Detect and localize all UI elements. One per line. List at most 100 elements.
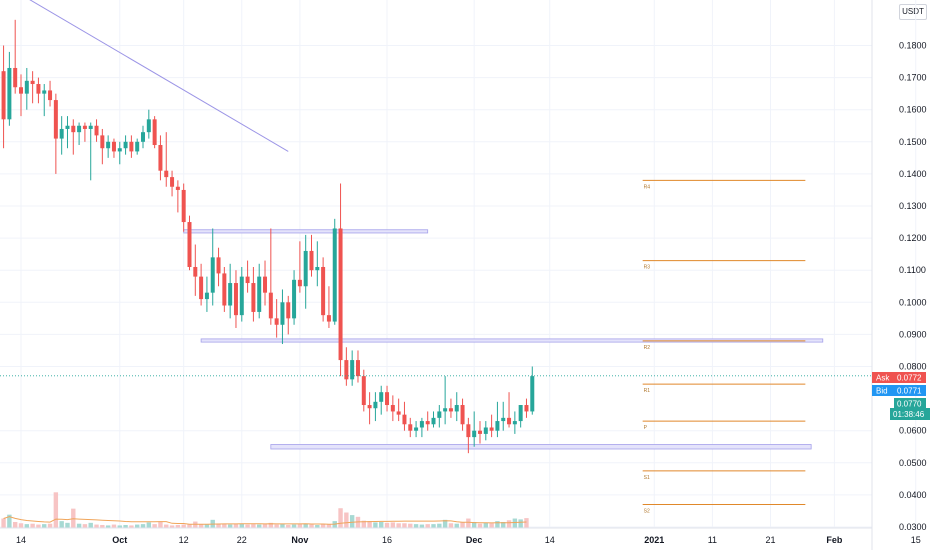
x-tick-label: 16 [382,535,392,545]
volume-bar [501,521,506,528]
volume-bar [216,523,221,528]
candle-body [524,405,529,412]
volume-bar [454,523,459,528]
volume-bar [419,524,425,528]
volume-bar [227,524,233,528]
volume-bar [262,524,268,528]
candle-body [361,376,366,406]
volume-bar [425,524,430,528]
ask-tag-value: 0.0772 [897,374,922,383]
y-tick-label: 0.0900 [899,329,927,339]
volume-bar [30,523,35,528]
candle-body [280,302,285,325]
support-resistance-zone [270,444,812,450]
volume-bar [442,519,448,528]
currency-label[interactable]: USDT [899,4,927,20]
volume-bar [146,522,152,528]
x-tick-label: Feb [826,535,843,545]
candle-body [489,427,494,431]
candle-body [530,376,535,412]
candle-body [263,276,268,293]
volume-bar [198,524,204,528]
candle-body [146,119,151,133]
candle-body [512,421,517,425]
volume-bar [204,524,210,528]
candle-body [193,266,198,277]
candle-body [1,71,6,120]
volume-bar [512,518,518,528]
volume-bar [495,521,500,528]
candle-body [216,257,221,274]
candle-body [257,276,262,312]
candle-body [338,228,343,361]
candle-body [13,67,18,88]
volume-bar [361,520,366,528]
candle-body [65,125,70,129]
volume-bar [24,524,30,528]
candle-body [477,430,482,434]
y-tick-label: 0.1100 [899,265,926,275]
volume-bar [82,524,88,528]
candle-body [42,90,47,94]
volume-bar [291,524,297,528]
x-tick-label: Nov [291,535,308,545]
y-tick-label: 0.1000 [899,297,927,307]
candle-body [466,424,471,438]
bid-tag-bg [894,385,926,396]
volume-bar [297,524,303,528]
volume-bar [390,522,396,528]
volume-bar [76,523,82,528]
candle-body [245,276,250,284]
x-tick-label: Dec [466,535,483,545]
volume-bar [408,523,413,528]
candle-body [454,405,459,412]
candle-body [472,430,477,438]
candle-body [437,411,442,418]
y-tick-label: 0.1500 [899,137,927,147]
pivot-level-label: R2 [644,345,651,351]
bid-tag-value: 0.0771 [897,387,922,396]
candle-body [367,405,372,409]
volume-bar [268,522,274,528]
volume-bar [239,523,244,528]
volume-bar [158,521,163,528]
volume-bar [169,525,175,528]
candles [1,19,535,454]
x-tick-label: 14 [16,535,26,545]
volume-bar [373,522,378,528]
candle-body [106,141,111,149]
volume-bar [315,524,320,528]
volume-bar [152,524,157,528]
candle-body [164,170,169,178]
volume-bar [129,525,134,528]
volume-bar [140,524,146,528]
candle-body [7,67,12,120]
candle-body [414,427,419,431]
candle-body [501,417,506,422]
y-tick-label: 0.1300 [899,201,927,211]
candle-body [53,100,58,139]
volume-bar [222,524,227,528]
x-tick-label: 22 [237,535,247,545]
candle-body [100,135,105,149]
y-tick-label: 0.0600 [899,426,927,436]
bid-tag-label: Bid [876,387,888,396]
x-tick-label: 15 [911,535,921,545]
candle-body [19,87,23,94]
candle-body [495,421,500,431]
volume-bar [251,524,256,528]
x-tick-label: 12 [179,535,189,545]
candle-body [59,128,64,139]
volume-bar [338,508,343,528]
volume-bar [344,512,349,528]
x-tick-label: 2021 [644,535,664,545]
candle-body [170,177,175,187]
candle-body [507,417,512,425]
x-tick-label: 14 [545,535,555,545]
pivot-level-label: S2 [644,509,650,515]
y-tick-label: 0.0500 [899,458,927,468]
trendline [29,0,289,152]
volume-bar [320,524,326,528]
volume-bar [413,524,419,528]
